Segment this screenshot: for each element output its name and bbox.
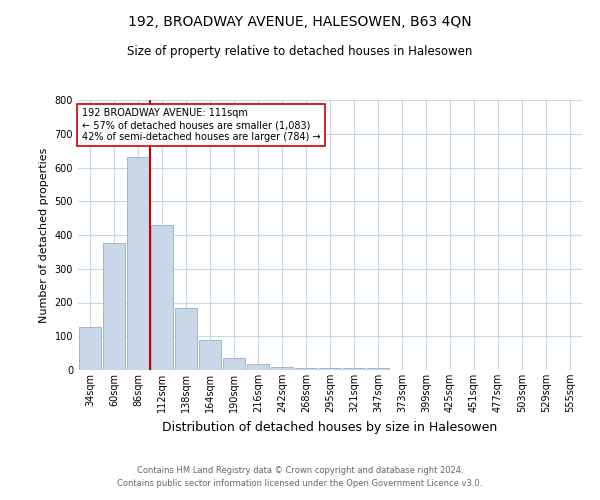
Bar (127, 158, 149, 370)
Bar (199, 340, 221, 370)
Bar (271, 366, 293, 370)
Bar (103, 244, 125, 370)
Bar (247, 364, 269, 370)
Text: Contains HM Land Registry data © Crown copyright and database right 2024.
Contai: Contains HM Land Registry data © Crown c… (118, 466, 482, 487)
Text: 192, BROADWAY AVENUE, HALESOWEN, B63 4QN: 192, BROADWAY AVENUE, HALESOWEN, B63 4QN (128, 15, 472, 29)
Text: 192 BROADWAY AVENUE: 111sqm
← 57% of detached houses are smaller (1,083)
42% of : 192 BROADWAY AVENUE: 111sqm ← 57% of det… (82, 108, 320, 142)
Bar (79, 327, 101, 370)
X-axis label: Distribution of detached houses by size in Halesowen: Distribution of detached houses by size … (163, 420, 497, 434)
Bar (343, 368, 365, 370)
Bar (223, 358, 245, 370)
Y-axis label: Number of detached properties: Number of detached properties (39, 148, 49, 322)
Bar (367, 368, 389, 370)
Bar (175, 308, 197, 370)
Bar (295, 368, 317, 370)
Bar (151, 225, 173, 370)
Text: Size of property relative to detached houses in Halesowen: Size of property relative to detached ho… (127, 45, 473, 58)
Bar (319, 368, 341, 370)
